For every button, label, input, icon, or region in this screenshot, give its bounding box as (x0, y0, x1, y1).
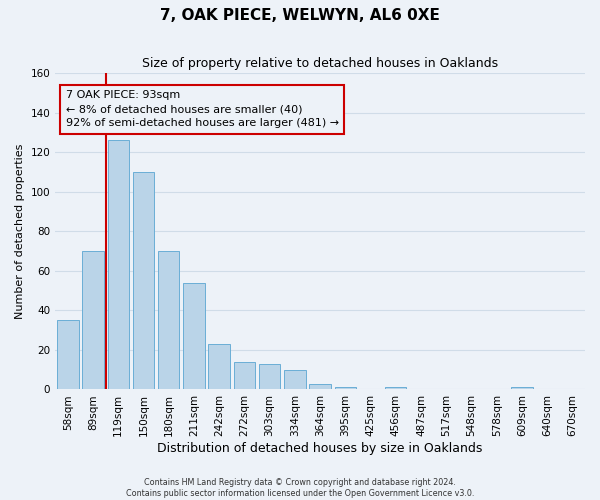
Bar (208, 344, 230, 390)
Bar (284, 370, 305, 390)
Bar (183, 282, 205, 390)
Bar (57, 320, 79, 390)
Bar (233, 362, 255, 390)
Bar (310, 384, 331, 390)
Bar (82, 251, 104, 390)
Bar (107, 140, 129, 390)
Bar (133, 172, 154, 390)
Bar (385, 388, 406, 390)
Bar (511, 388, 533, 390)
X-axis label: Distribution of detached houses by size in Oaklands: Distribution of detached houses by size … (157, 442, 483, 455)
Bar (158, 251, 179, 390)
Text: 7, OAK PIECE, WELWYN, AL6 0XE: 7, OAK PIECE, WELWYN, AL6 0XE (160, 8, 440, 22)
Y-axis label: Number of detached properties: Number of detached properties (15, 144, 25, 319)
Text: Contains HM Land Registry data © Crown copyright and database right 2024.
Contai: Contains HM Land Registry data © Crown c… (126, 478, 474, 498)
Bar (259, 364, 280, 390)
Bar (335, 388, 356, 390)
Text: 7 OAK PIECE: 93sqm
← 8% of detached houses are smaller (40)
92% of semi-detached: 7 OAK PIECE: 93sqm ← 8% of detached hous… (66, 90, 339, 128)
Title: Size of property relative to detached houses in Oaklands: Size of property relative to detached ho… (142, 58, 498, 70)
